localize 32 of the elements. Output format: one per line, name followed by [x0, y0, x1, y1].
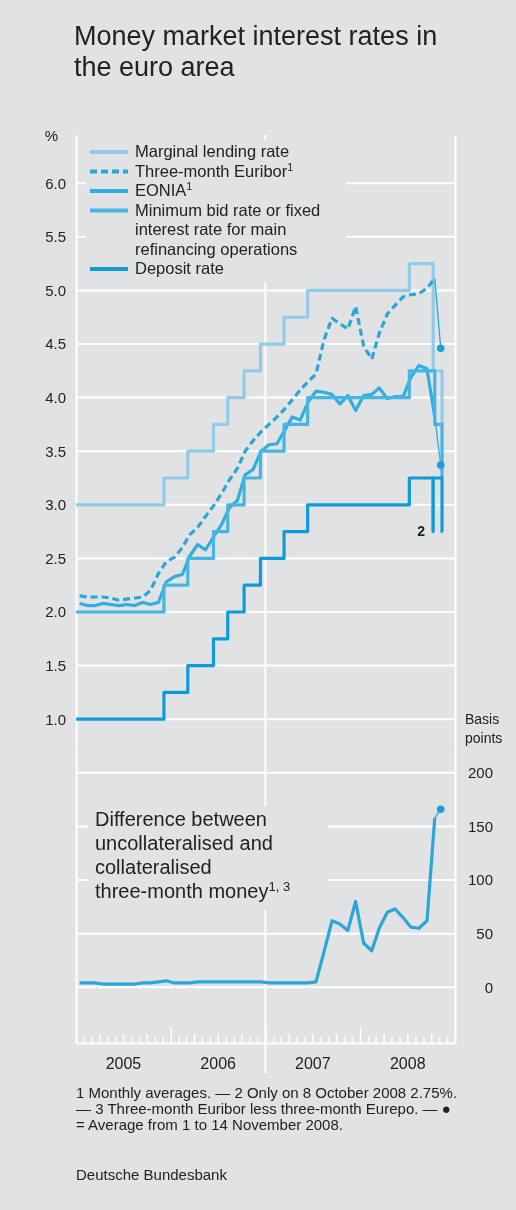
- y-tick-label: 0: [484, 978, 493, 996]
- y-tick-label: 5.0: [45, 281, 66, 299]
- y-axis-title: %: [44, 127, 58, 144]
- y-tick-label: 2.5: [45, 549, 66, 567]
- legend-label: EONIA$^{1}$: [135, 180, 193, 199]
- y-tick-label: 3.0: [45, 496, 66, 514]
- text: 1 Monthly averages. — 2 Only on 8 October 2008 2.75%. — 3 Three-month Euribor less three-month Eurepo. — ● = Average from 1 to 14 November 2008.: [76, 1084, 458, 1133]
- y-tick-label: 50: [476, 924, 493, 942]
- y-tick-label: 6.0: [45, 174, 66, 192]
- y-tick-label: 1.5: [45, 656, 66, 674]
- x-tick-label: 2005: [105, 1055, 142, 1073]
- legend-label: Minimum bid rate or fixed interest rate for main refinancing operations: [135, 200, 321, 258]
- y-tick-label: 4.0: [45, 388, 66, 406]
- y-tick-label: 100: [467, 871, 493, 889]
- text: Difference between uncollateralised and collateralised three-month money$^{1, 3}$: [95, 808, 291, 902]
- text: Deutsche Bundesbank: [76, 1166, 228, 1183]
- y-tick-label: 3.5: [45, 442, 66, 460]
- y-axis-title: Basis points: [465, 711, 503, 746]
- y-tick-label: 150: [467, 817, 493, 835]
- y-tick-label: 200: [467, 764, 493, 782]
- legend-label: Marginal lending rate: [135, 142, 290, 160]
- x-tick-label: 2008: [389, 1055, 426, 1073]
- y-tick-label: 5.5: [45, 228, 66, 246]
- y-tick-label: 4.5: [45, 335, 66, 353]
- annotation: 2: [417, 522, 426, 539]
- x-tick-label: 2006: [200, 1055, 237, 1073]
- legend-label: Deposit rate: [135, 259, 224, 277]
- y-tick-label: 2.0: [45, 603, 66, 621]
- chart-title: Money market interest rates in the euro area: [74, 21, 438, 82]
- x-tick-label: 2007: [295, 1055, 331, 1073]
- y-tick-label: 1.0: [45, 710, 66, 728]
- legend-label: Three-month Euribor$^{1}$: [135, 160, 294, 180]
